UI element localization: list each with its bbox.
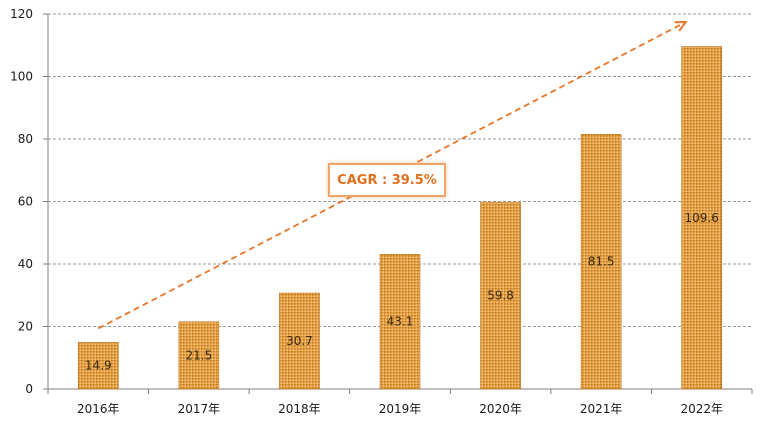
data-label: 14.9 — [85, 359, 112, 373]
data-label: 30.7 — [286, 334, 313, 348]
data-label: 59.8 — [487, 289, 514, 303]
x-tick-label: 2021年 — [580, 402, 623, 416]
bar — [681, 46, 723, 390]
cagr-callout: CAGR : 39.5% — [328, 163, 446, 197]
x-tick-label: 2017年 — [178, 402, 221, 416]
bar — [279, 292, 320, 390]
y-tick-label: 60 — [18, 195, 33, 209]
y-tick-label: 20 — [18, 320, 33, 334]
y-tick-label: 80 — [18, 132, 33, 146]
data-label: 43.1 — [387, 315, 414, 329]
bar — [580, 134, 622, 390]
x-tick-label: 2018年 — [278, 402, 321, 416]
gridlines — [48, 13, 752, 327]
cagr-label: CAGR : 39.5% — [337, 172, 437, 188]
data-label: 81.5 — [588, 255, 615, 269]
bar — [480, 201, 521, 390]
bar — [178, 321, 220, 390]
bar — [77, 342, 119, 390]
data-label: 21.5 — [185, 348, 212, 362]
y-tick-label: 40 — [18, 257, 33, 271]
bars — [77, 46, 723, 390]
axes: 0 20 40 60 80 100 120 2016年 2017年 2018年 2019年 2020年… — [10, 7, 753, 416]
y-tick-label: 100 — [10, 70, 33, 84]
x-tick-label: 2016年 — [77, 402, 120, 416]
x-tick-label: 2020年 — [479, 402, 522, 416]
x-tick-label: 2019年 — [379, 402, 422, 416]
data-label: 109.6 — [685, 211, 719, 225]
bar — [379, 254, 421, 390]
y-tick-label: 120 — [10, 7, 33, 21]
x-tick-label: 2022年 — [680, 402, 723, 416]
data-labels: 14.9 21.5 30.7 43.1 59.8 81.5 109.6 — [85, 211, 719, 373]
y-tick-label: 0 — [25, 382, 33, 396]
